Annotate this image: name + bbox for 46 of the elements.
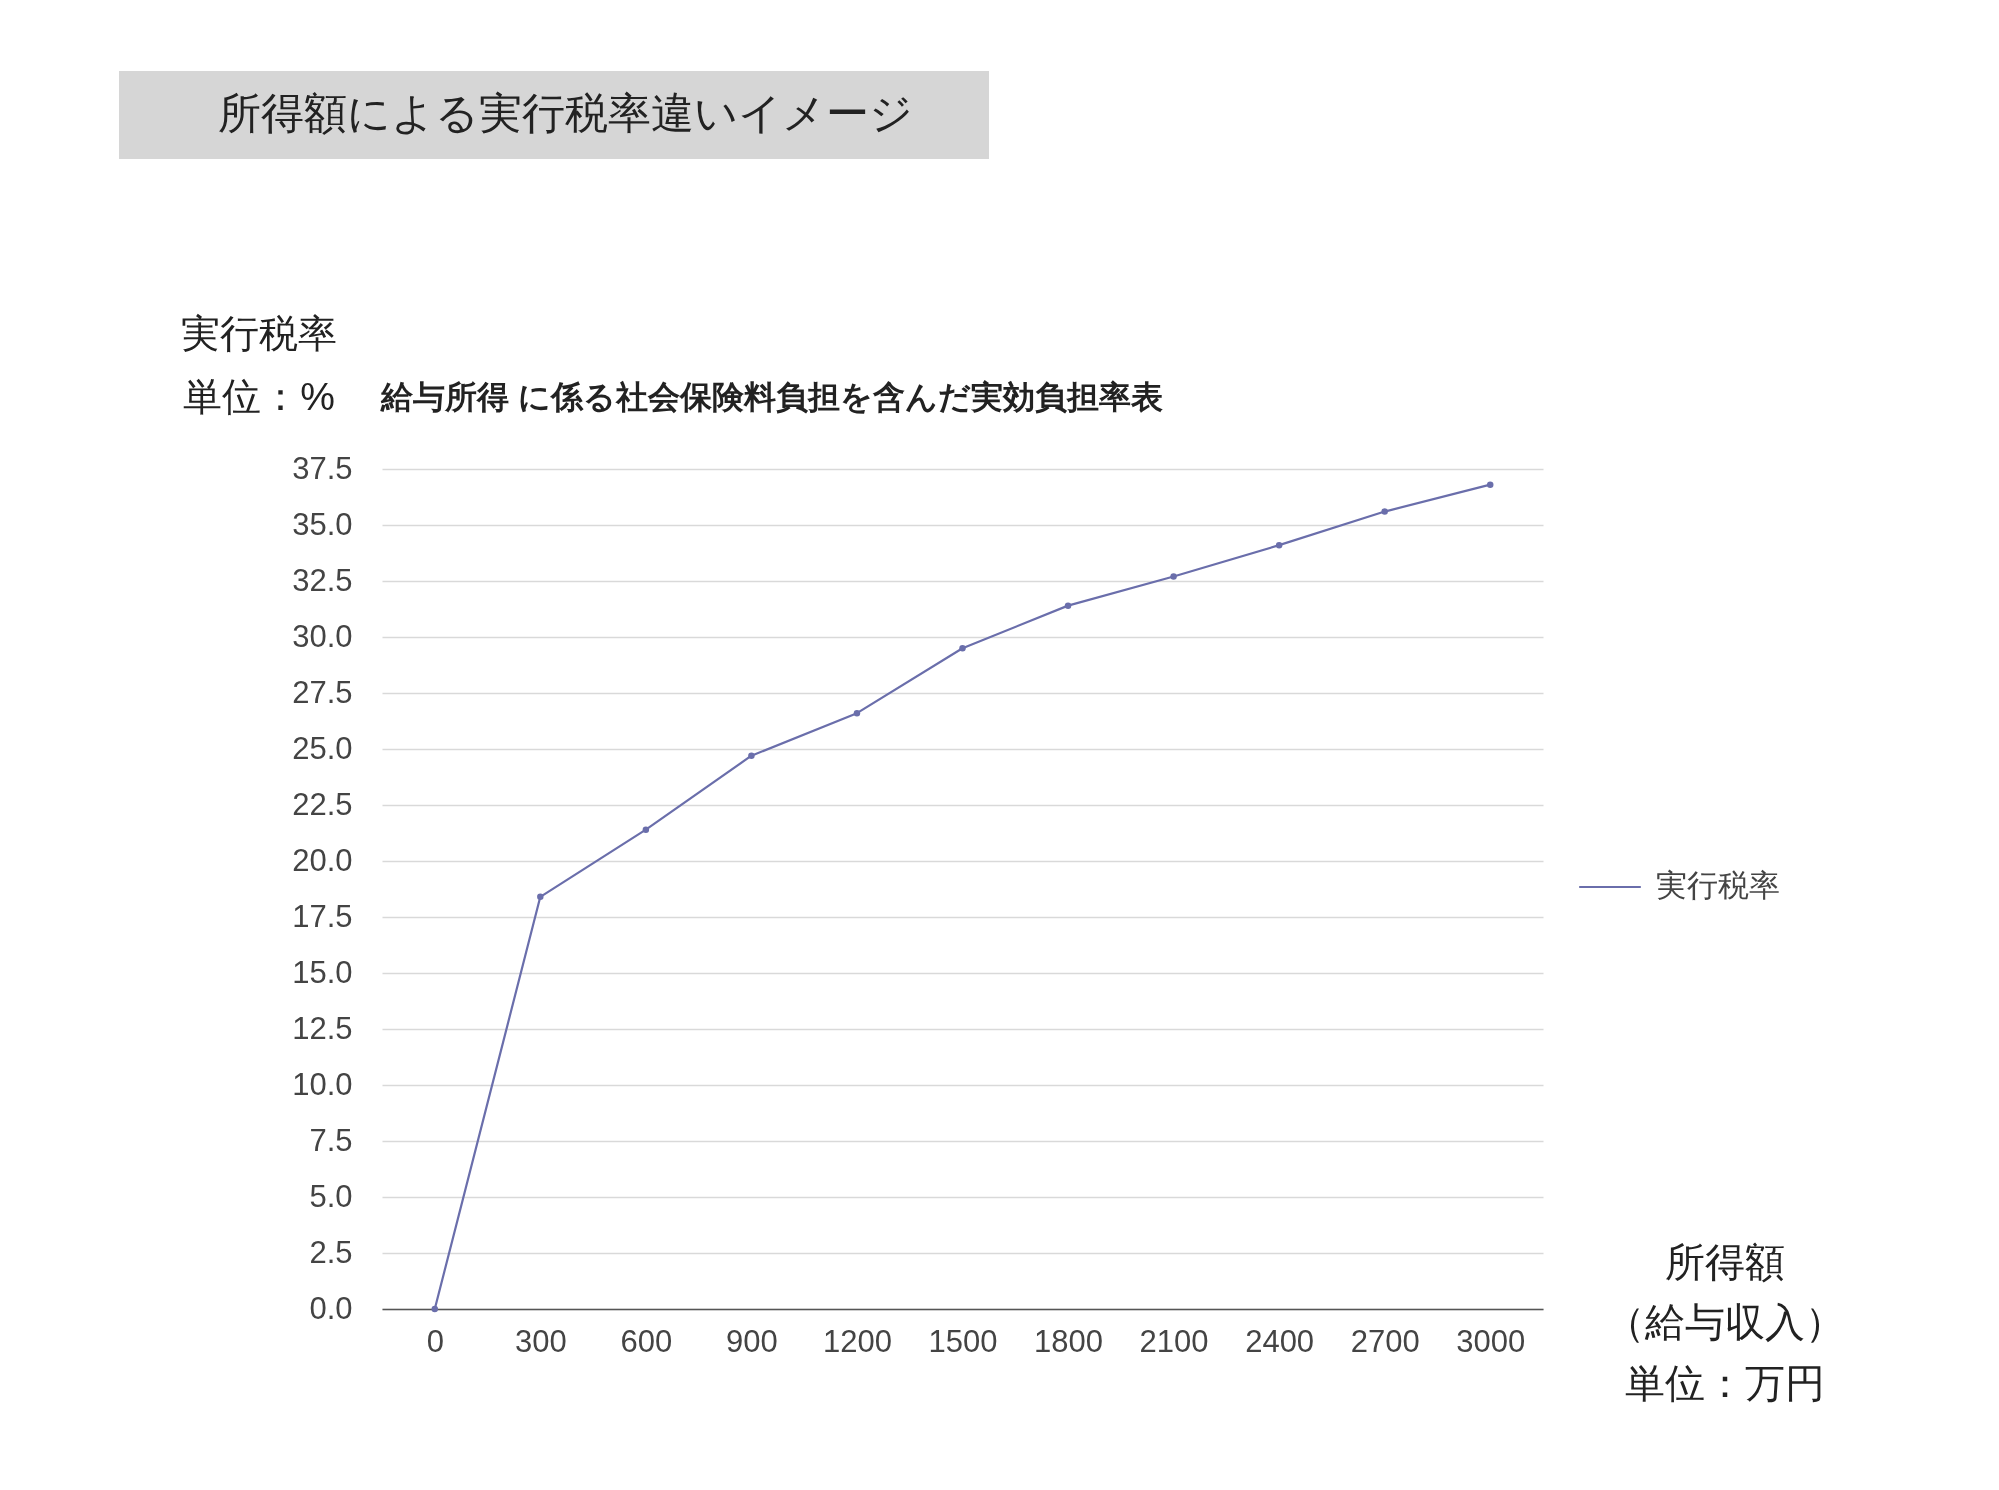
- chart-title: 所得額による実行税率違いイメージ: [218, 89, 913, 137]
- point: [642, 826, 650, 833]
- x-tick-label: 1500: [928, 1323, 998, 1359]
- y-tick-label: 7.5: [309, 1122, 353, 1158]
- x-tick-label: 2400: [1245, 1323, 1315, 1359]
- legend-label: 実行税率: [1656, 868, 1780, 903]
- y-tick-label: 32.5: [292, 562, 353, 598]
- y-tick-label: 27.5: [292, 674, 353, 710]
- y-tick-label: 10.0: [292, 1066, 353, 1102]
- x-tick-label: 600: [620, 1323, 673, 1359]
- y-tick-label: 0.0: [309, 1290, 353, 1326]
- text: （給与収入）: [1605, 1300, 1845, 1344]
- y-tick-label: 17.5: [292, 898, 353, 934]
- y-tick-label: 5.0: [309, 1178, 353, 1214]
- text: 単位：%: [183, 375, 335, 418]
- text: 単位：万円: [1625, 1361, 1825, 1405]
- x-tick-label: 1800: [1034, 1323, 1104, 1359]
- y-tick-label: 35.0: [292, 506, 353, 542]
- point: [748, 752, 755, 759]
- y-tick-label: 22.5: [292, 786, 353, 822]
- y-axis-title: 実行税率: [181, 312, 337, 355]
- x-tick-label: 3000: [1456, 1323, 1526, 1359]
- x-tick-label: 2700: [1350, 1323, 1420, 1359]
- point: [537, 893, 544, 901]
- point: [1275, 541, 1283, 549]
- x-tick-label: 2100: [1139, 1323, 1209, 1359]
- point: [1381, 508, 1388, 515]
- point: [431, 1305, 439, 1313]
- y-tick-label: 12.5: [292, 1010, 353, 1046]
- x-tick-label: 0: [426, 1323, 444, 1359]
- y-tick-label: 20.0: [292, 842, 353, 878]
- x-axis-title: 所得額: [1665, 1240, 1785, 1284]
- x-tick-label: 1200: [822, 1323, 892, 1359]
- x-tick-label: 900: [726, 1323, 778, 1359]
- point: [1170, 573, 1177, 580]
- point: [959, 644, 966, 652]
- y-tick-label: 15.0: [292, 954, 353, 990]
- y-tick-label: 25.0: [292, 730, 353, 766]
- y-tick-label: 2.5: [309, 1234, 353, 1270]
- point: [853, 709, 861, 717]
- x-tick-label: 300: [514, 1323, 567, 1359]
- chart-subtitle: 給与所得 に係る社会保険料負担を含んだ実効負担率表: [380, 379, 1163, 415]
- y-tick-label: 30.0: [292, 618, 353, 654]
- point: [1064, 602, 1072, 609]
- point: [1486, 481, 1494, 488]
- y-tick-label: 37.5: [292, 450, 353, 486]
